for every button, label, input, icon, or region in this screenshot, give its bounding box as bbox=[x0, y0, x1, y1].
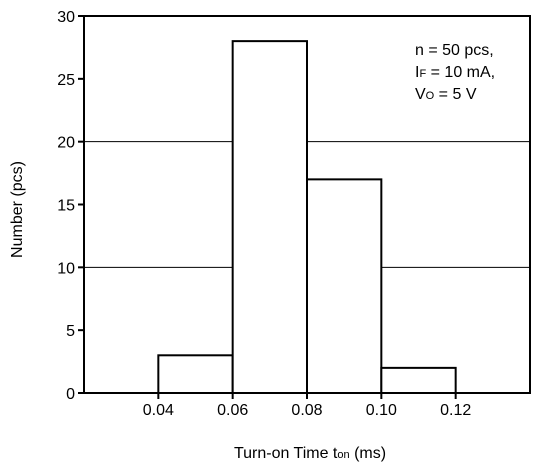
y-axis-ticks: 0 5 10 15 20 25 30 bbox=[57, 9, 84, 403]
y-tick-label-3: 15 bbox=[57, 198, 75, 215]
histogram-bar-1 bbox=[231, 40, 309, 395]
y-tick-label-2: 10 bbox=[57, 260, 75, 277]
histogram-bar-3 bbox=[380, 366, 457, 395]
y-tick-label-6: 30 bbox=[57, 9, 75, 26]
x-tick-label-2: 0.08 bbox=[291, 402, 322, 419]
test-conditions-annotation: n = 50 pcs, IF = 10 mA, VO = 5 V bbox=[415, 42, 495, 103]
annotation-line-0: n = 50 pcs, bbox=[415, 42, 494, 59]
histogram-bars bbox=[157, 40, 457, 395]
x-tick-label-3: 0.10 bbox=[366, 402, 397, 419]
annotation-line-1: IF = 10 mA, bbox=[415, 64, 495, 81]
y-tick-label-4: 20 bbox=[57, 135, 75, 152]
y-tick-label-1: 5 bbox=[66, 323, 75, 340]
y-tick-label-5: 25 bbox=[57, 72, 75, 89]
histogram-bar-0 bbox=[157, 354, 234, 394]
x-axis-label: Turn-on Time ton (ms) bbox=[234, 445, 386, 462]
x-tick-label-4: 0.12 bbox=[440, 402, 471, 419]
annotation-line-2: VO = 5 V bbox=[415, 86, 477, 103]
histogram-bar-2 bbox=[306, 178, 383, 394]
y-axis-label: Number (pcs) bbox=[9, 161, 26, 258]
x-tick-label-1: 0.06 bbox=[217, 402, 248, 419]
x-tick-label-0: 0.04 bbox=[143, 402, 174, 419]
y-tick-label-0: 0 bbox=[66, 386, 75, 403]
x-axis-ticks: 0.04 0.06 0.08 0.10 0.12 bbox=[143, 393, 471, 419]
